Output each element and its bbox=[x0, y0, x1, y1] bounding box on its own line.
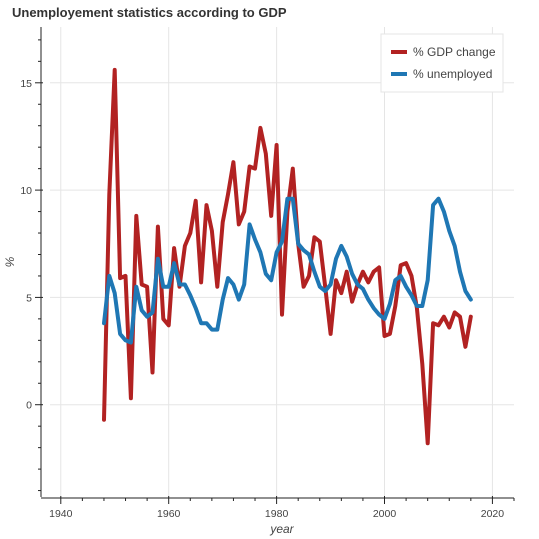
legend-label-gdp[interactable]: % GDP change bbox=[413, 45, 496, 59]
x-tick-label: 2020 bbox=[481, 508, 505, 520]
y-tick-label: 0 bbox=[26, 400, 32, 412]
y-tick-label: 5 bbox=[26, 292, 32, 304]
x-tick-label: 1960 bbox=[157, 508, 181, 520]
y-axis-label: % bbox=[3, 256, 17, 267]
y-tick-label: 10 bbox=[20, 185, 32, 197]
x-tick-label: 1980 bbox=[265, 508, 289, 520]
legend[interactable]: % GDP change % unemployed bbox=[380, 33, 504, 93]
series-line-gdp bbox=[102, 67, 473, 446]
legend-box bbox=[380, 33, 504, 93]
series-line-unemployed bbox=[102, 196, 473, 345]
series-group bbox=[102, 67, 473, 446]
axes: 0 5 10 15 1940 1960 1980 2000 2020 bbox=[20, 27, 515, 520]
x-axis-label: year bbox=[269, 522, 294, 536]
x-tick-label: 2000 bbox=[373, 508, 397, 520]
chart-title: Unemployement statistics according to GD… bbox=[12, 5, 287, 20]
y-tick-label: 15 bbox=[20, 78, 32, 90]
legend-label-unemployed[interactable]: % unemployed bbox=[413, 67, 492, 81]
x-tick-label: 1940 bbox=[49, 508, 73, 520]
